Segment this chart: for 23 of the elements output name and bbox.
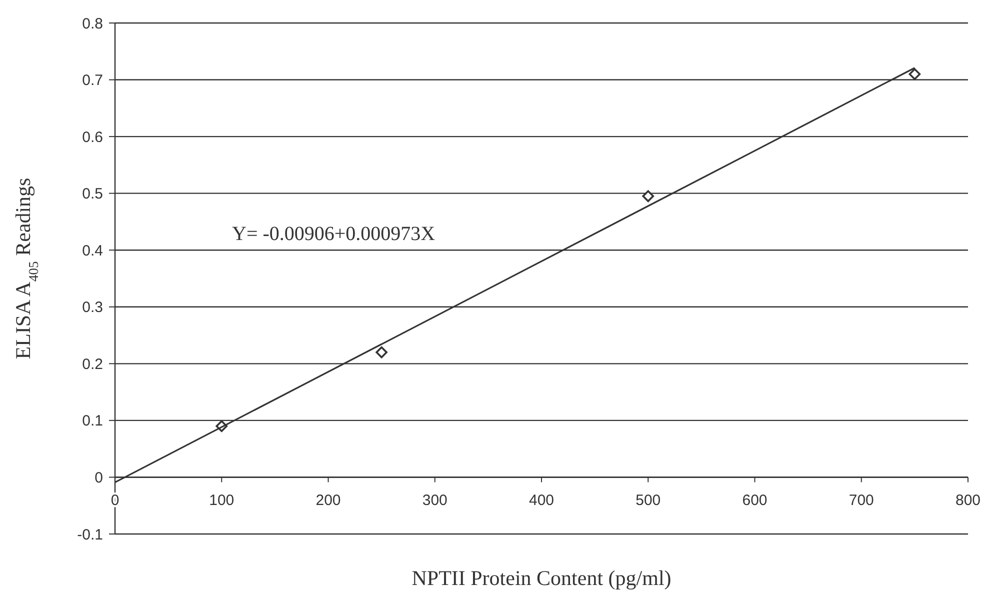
point — [642, 190, 654, 202]
y-tick-label: 0.2 — [82, 356, 103, 373]
y-tick-label: 0.3 — [82, 299, 103, 316]
x-tick-label: 300 — [422, 492, 448, 510]
x-tick-label: 800 — [955, 492, 981, 510]
y-tick-label: 0.5 — [82, 186, 103, 203]
y-tick-label: 0.4 — [82, 242, 103, 260]
x-tick-label: 200 — [316, 492, 341, 510]
x-tick-label: 600 — [742, 492, 768, 510]
point — [376, 346, 388, 358]
y-tick-label: 0.6 — [82, 128, 103, 146]
x-tick-label: 400 — [528, 492, 554, 510]
y-tick-label: 0.1 — [82, 412, 103, 430]
y-tick-label: -0.1 — [77, 526, 103, 544]
x-tick-label: 500 — [636, 492, 661, 510]
y-tick-label: 0.8 — [82, 15, 103, 32]
x-tick-label: 100 — [209, 492, 234, 510]
y-tick-label: 0 — [94, 469, 103, 486]
y-tick-label: 0.7 — [82, 72, 103, 90]
x-axis-title: NPTII Protein Content (pg/ml) — [412, 566, 672, 590]
x-tick-label: 700 — [848, 492, 874, 510]
point — [908, 68, 921, 80]
annotation: Y= -0.00906+0.000973X — [232, 223, 436, 245]
